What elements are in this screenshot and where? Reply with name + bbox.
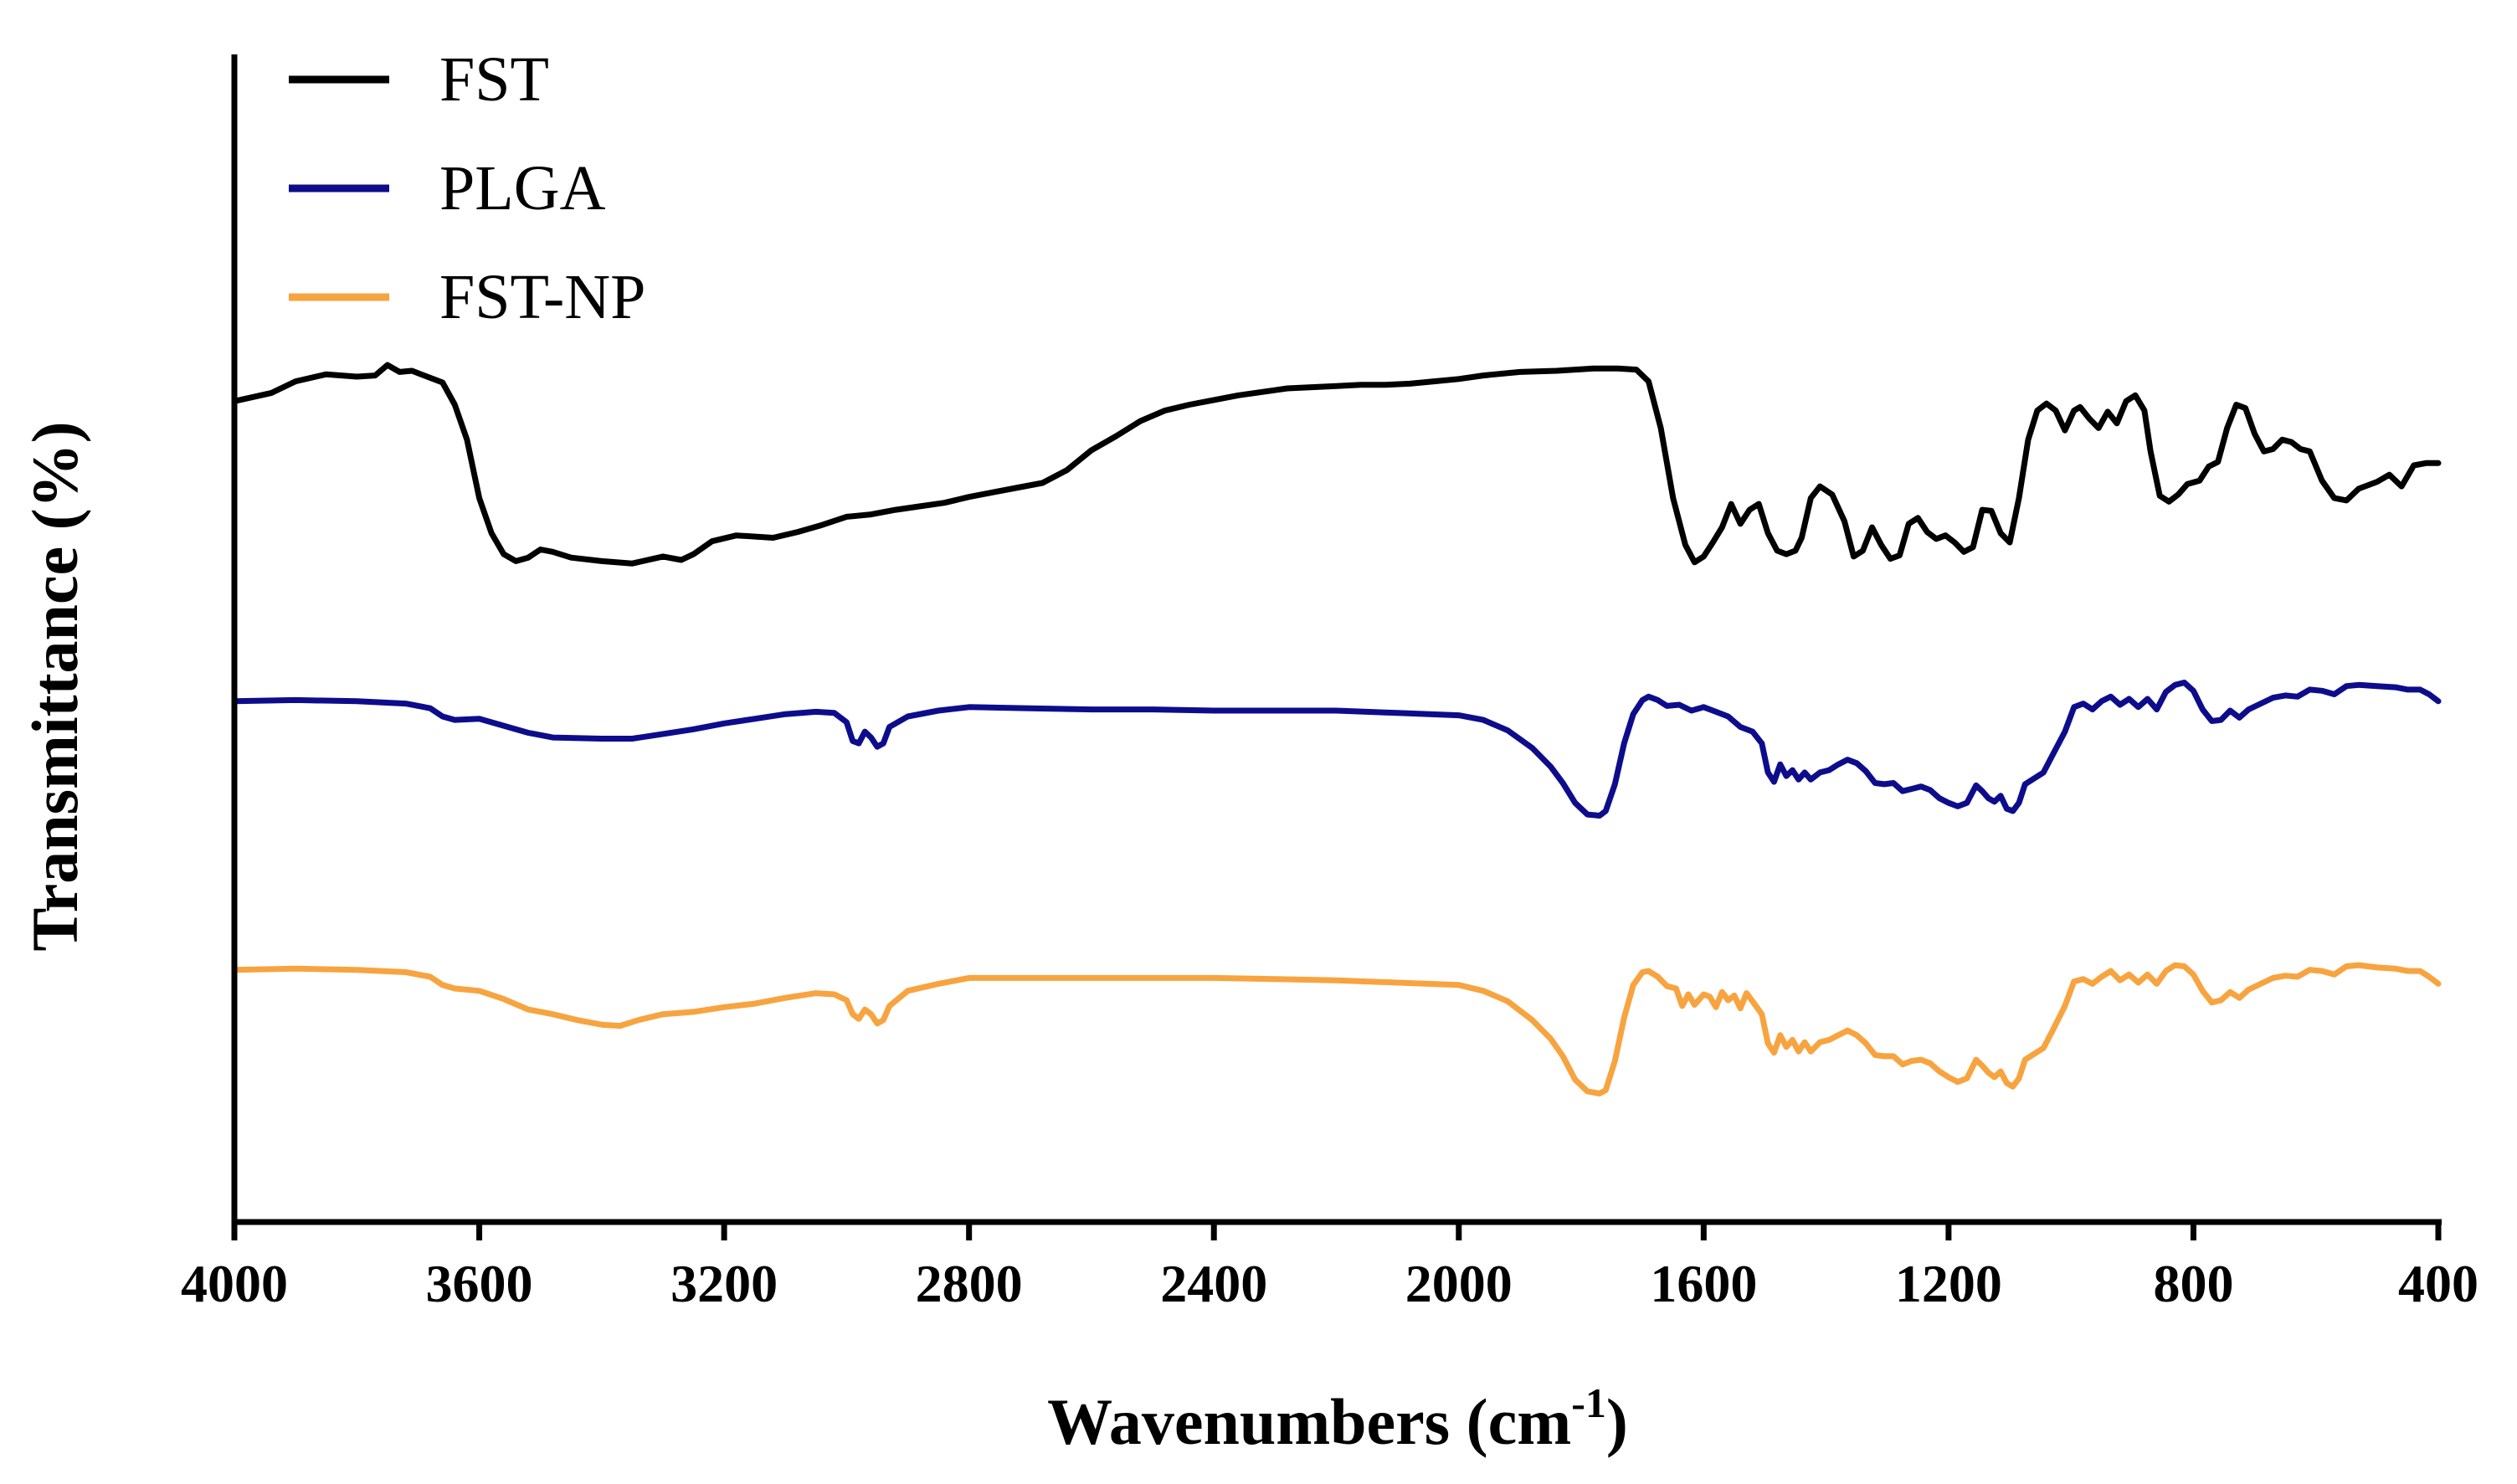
series-line-fst-np [231,962,2442,1096]
x-tick-label-400: 400 [2398,1254,2478,1313]
x-axis-title-main: Wavenumbers (cm [1047,1385,1571,1458]
x-tick-label-1200: 1200 [1895,1254,2002,1313]
series-line-fst [231,362,2442,567]
x-tick-label-3200: 3200 [670,1254,778,1313]
x-tick-label-4000: 4000 [181,1254,288,1313]
legend: FST PLGA FST-NP [289,44,645,332]
x-axis-title-superscript: -1 [1571,1379,1606,1426]
legend-label-fst-np: FST-NP [439,262,645,332]
x-tick-label-2400: 2400 [1160,1254,1267,1313]
y-axis-title: Transmittance (%) [18,421,91,951]
x-tick-label-2800: 2800 [916,1254,1023,1313]
x-axis-title-close: ) [1606,1385,1628,1458]
x-axis-title: Wavenumbers (cm-1) [1047,1379,1628,1458]
x-ticks: 4000 3600 3200 2800 2400 2000 1600 1200 800 400 [181,1222,2478,1313]
x-tick-label-800: 800 [2153,1254,2233,1313]
x-tick-label-3600: 3600 [426,1254,533,1313]
series-line-plga [231,680,2442,819]
legend-label-plga: PLGA [439,153,606,223]
x-tick-label-2000: 2000 [1405,1254,1513,1313]
series-layer [231,362,2442,1096]
axes [231,54,2442,1225]
legend-label-fst: FST [439,44,549,115]
x-tick-label-1600: 1600 [1650,1254,1757,1313]
